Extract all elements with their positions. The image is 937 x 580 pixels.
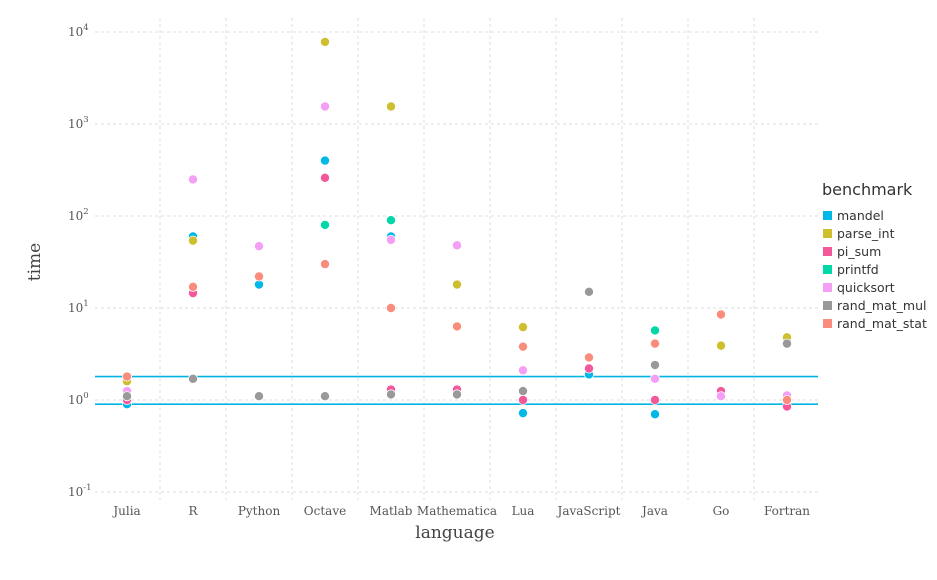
point-quicksort xyxy=(187,174,198,185)
legend-label: mandel xyxy=(837,208,884,223)
point-printfd xyxy=(385,215,396,226)
point-rand_mat_stat xyxy=(319,259,330,270)
legend-label: parse_int xyxy=(837,226,895,241)
point-rand_mat_stat xyxy=(584,352,595,363)
point-rand_mat_mul xyxy=(650,360,661,371)
x-tick-label: Java xyxy=(640,504,668,518)
y-tick-label: 10-1 xyxy=(68,483,92,499)
point-mandel xyxy=(319,155,330,166)
point-parse_int xyxy=(319,36,330,47)
point-pi_sum xyxy=(518,394,529,405)
x-tick-label: Python xyxy=(238,504,281,518)
point-pi_sum xyxy=(650,394,661,405)
point-quicksort xyxy=(319,101,330,112)
point-printfd xyxy=(650,325,661,336)
x-axis-ticks: Julia R Python Octave Matlab Mathematica Lua Ja… xyxy=(111,504,810,518)
point-quicksort xyxy=(451,240,462,251)
y-tick-label: 101 xyxy=(68,299,89,315)
point-rand_mat_mul xyxy=(122,391,133,402)
legend-label: rand_mat_mul xyxy=(837,298,926,313)
y-tick-label: 104 xyxy=(68,23,89,39)
legend-swatch xyxy=(823,247,832,256)
x-tick-label: Octave xyxy=(304,504,346,518)
reference-lines xyxy=(95,375,818,406)
legend-swatch xyxy=(823,283,832,292)
point-rand_mat_mul xyxy=(319,391,330,402)
y-tick-label: 102 xyxy=(68,207,89,223)
legend-swatch xyxy=(823,319,832,328)
point-parse_int xyxy=(518,322,529,333)
y-tick-label: 103 xyxy=(68,115,89,131)
legend-swatch xyxy=(823,229,832,238)
y-tick-label: 100 xyxy=(68,391,89,407)
y-axis-ticks: 10-1 100 101 102 103 104 xyxy=(68,23,92,499)
point-printfd xyxy=(319,219,330,230)
point-quicksort xyxy=(385,234,396,245)
x-tick-label: Mathematica xyxy=(417,504,497,518)
point-pi_sum xyxy=(319,172,330,183)
point-quicksort xyxy=(650,373,661,384)
legend-swatch xyxy=(823,211,832,220)
legend-label: rand_mat_stat xyxy=(837,316,927,331)
point-rand_mat_stat xyxy=(518,341,529,352)
legend-label: pi_sum xyxy=(837,244,881,259)
data-points xyxy=(122,36,793,420)
x-tick-label: Go xyxy=(713,504,730,518)
point-parse_int xyxy=(716,340,727,351)
point-rand_mat_mul xyxy=(253,391,264,402)
x-tick-label: JavaScript xyxy=(556,504,621,518)
point-rand_mat_mul xyxy=(518,386,529,397)
point-rand_mat_stat xyxy=(122,371,133,382)
point-parse_int xyxy=(385,101,396,112)
point-parse_int xyxy=(187,235,198,246)
point-pi_sum xyxy=(584,363,595,374)
x-tick-label: Matlab xyxy=(370,504,413,518)
point-rand_mat_mul xyxy=(451,389,462,400)
point-rand_mat_mul xyxy=(782,338,793,349)
x-tick-label: Fortran xyxy=(764,504,810,518)
point-mandel xyxy=(650,409,661,420)
x-axis-title: language xyxy=(415,523,494,543)
point-quicksort xyxy=(518,365,529,376)
point-rand_mat_stat xyxy=(187,281,198,292)
point-quicksort xyxy=(716,391,727,402)
legend-label: quicksort xyxy=(837,280,895,295)
point-rand_mat_stat xyxy=(385,302,396,313)
point-mandel xyxy=(518,408,529,419)
point-rand_mat_stat xyxy=(782,394,793,405)
legend-swatch xyxy=(823,301,832,310)
legend-title: benchmark xyxy=(822,180,913,199)
legend-label: printfd xyxy=(837,262,879,277)
x-tick-label: Lua xyxy=(512,504,535,518)
x-tick-label: Julia xyxy=(111,504,140,518)
point-rand_mat_mul xyxy=(584,286,595,297)
point-parse_int xyxy=(451,279,462,290)
x-tick-label: R xyxy=(188,504,198,518)
point-quicksort xyxy=(253,241,264,252)
point-rand_mat_mul xyxy=(385,389,396,400)
legend-swatch xyxy=(823,265,832,274)
point-rand_mat_stat xyxy=(716,309,727,320)
point-rand_mat_stat xyxy=(451,321,462,332)
y-axis-title: time xyxy=(25,243,45,281)
point-rand_mat_stat xyxy=(650,338,661,349)
point-rand_mat_mul xyxy=(187,373,198,384)
grid xyxy=(95,18,818,500)
point-rand_mat_stat xyxy=(253,271,264,282)
